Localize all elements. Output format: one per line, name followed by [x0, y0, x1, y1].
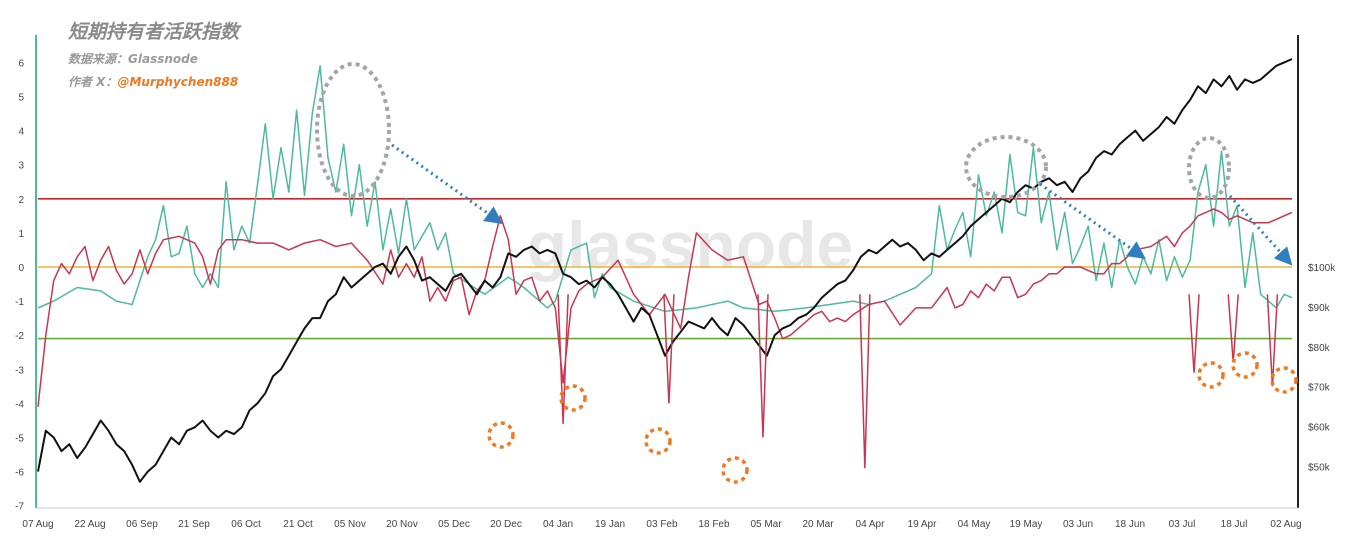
trough-highlight-circle	[1197, 361, 1225, 389]
author-handle: @Murphychen888	[117, 75, 238, 89]
x-tick: 07 Aug	[22, 519, 53, 530]
trough-highlight-circle	[559, 384, 587, 412]
trough-highlight-circle	[487, 421, 515, 449]
x-tick: 20 Dec	[490, 519, 522, 530]
left-y-tick: 1	[18, 229, 24, 240]
peak-highlight-circle	[1187, 136, 1231, 200]
x-tick: 03 Jul	[1169, 519, 1196, 530]
left-y-tick: 3	[18, 161, 24, 172]
trough-highlight-circle	[1270, 366, 1298, 394]
left-y-tick: -3	[15, 365, 24, 376]
left-y-tick: -6	[15, 468, 24, 479]
crimson-dip-2	[757, 294, 769, 438]
left-y-tick: -1	[15, 297, 24, 308]
left-y-tick: 0	[18, 263, 24, 274]
x-tick: 03 Jun	[1063, 519, 1093, 530]
x-tick: 20 Nov	[386, 519, 418, 530]
x-tick: 04 Jan	[543, 519, 573, 530]
svg-text:数据来源：Glassnode: 数据来源：Glassnode	[68, 52, 198, 66]
trough-highlight-circle	[1231, 351, 1259, 379]
author-label: 作者 X：	[68, 75, 117, 89]
x-tick: 18 Jul	[1221, 519, 1248, 530]
x-tick: 19 Apr	[908, 519, 938, 530]
series-line-1	[37, 208, 1293, 407]
x-tick: 02 Aug	[1270, 519, 1301, 530]
source-name: Glassnode	[128, 52, 198, 66]
left-y-tick: 4	[18, 127, 24, 138]
left-y-tick: -5	[15, 434, 24, 445]
left-y-tick-labels: 6 5 4 3 2 1 0 -1 -2 -3 -4 -5 -6 -7	[15, 58, 24, 512]
crimson-dip-3	[859, 294, 871, 469]
axes	[35, 35, 1299, 509]
x-tick: 05 Nov	[334, 519, 366, 530]
x-tick: 20 Mar	[802, 519, 834, 530]
left-y-tick: 2	[18, 195, 24, 206]
reference-lines	[38, 198, 1292, 340]
left-y-tick: -7	[15, 502, 24, 513]
x-tick: 05 Mar	[750, 519, 782, 530]
x-tick: 06 Oct	[231, 519, 261, 530]
right-y-tick: $70k	[1308, 383, 1331, 394]
right-y-tick: $50k	[1308, 463, 1331, 474]
x-tick: 22 Aug	[74, 519, 105, 530]
crimson-dip-6	[1266, 294, 1279, 387]
x-tick: 21 Sep	[178, 519, 210, 530]
right-y-tick: $100k	[1308, 263, 1336, 274]
x-tick: 04 Apr	[856, 519, 886, 530]
svg-text:作者 X：@Murphychen888: 作者 X：@Murphychen888	[68, 75, 238, 89]
trough-highlight-circle	[721, 456, 749, 484]
right-y-tick: $90k	[1308, 303, 1331, 314]
left-y-tick: -2	[15, 331, 24, 342]
trough-highlight-circle	[644, 427, 672, 455]
right-y-tick: $80k	[1308, 343, 1331, 354]
x-tick: 06 Sep	[126, 519, 158, 530]
trend-arrow	[391, 143, 503, 225]
left-y-tick: 5	[18, 93, 24, 104]
left-y-tick: -4	[15, 399, 24, 410]
right-y-tick: $60k	[1308, 423, 1331, 434]
crimson-dip-0	[557, 294, 569, 424]
chart-title: 短期持有者活跃指数	[68, 21, 242, 43]
x-tick: 18 Jun	[1115, 519, 1145, 530]
crimson-dip-5	[1227, 294, 1239, 363]
x-tick: 03 Feb	[646, 519, 678, 530]
x-tick: 05 Dec	[438, 519, 470, 530]
x-tick: 04 May	[958, 519, 991, 530]
x-tick-labels: 07 Aug 22 Aug 06 Sep 21 Sep 06 Oct 21 Oct 05 N…	[22, 519, 1301, 530]
left-y-tick: 6	[18, 58, 24, 69]
x-tick: 18 Feb	[698, 519, 730, 530]
right-y-tick-labels: $100k $90k $80k $70k $60k $50k	[1308, 263, 1336, 474]
x-tick: 21 Oct	[283, 519, 313, 530]
peak-highlight-circle	[315, 62, 391, 198]
series-line-2	[37, 58, 1293, 483]
crimson-dip-4	[1188, 294, 1200, 373]
peak-highlight-circle	[964, 135, 1048, 199]
x-tick: 19 May	[1010, 519, 1043, 530]
chart-header: 短期持有者活跃指数 数据来源：Glassnode 作者 X：@Murphyche…	[68, 21, 242, 89]
annotations	[315, 62, 1298, 484]
x-tick: 19 Jan	[595, 519, 625, 530]
crimson-dip-1	[663, 294, 675, 404]
source-label: 数据来源：	[68, 52, 128, 66]
